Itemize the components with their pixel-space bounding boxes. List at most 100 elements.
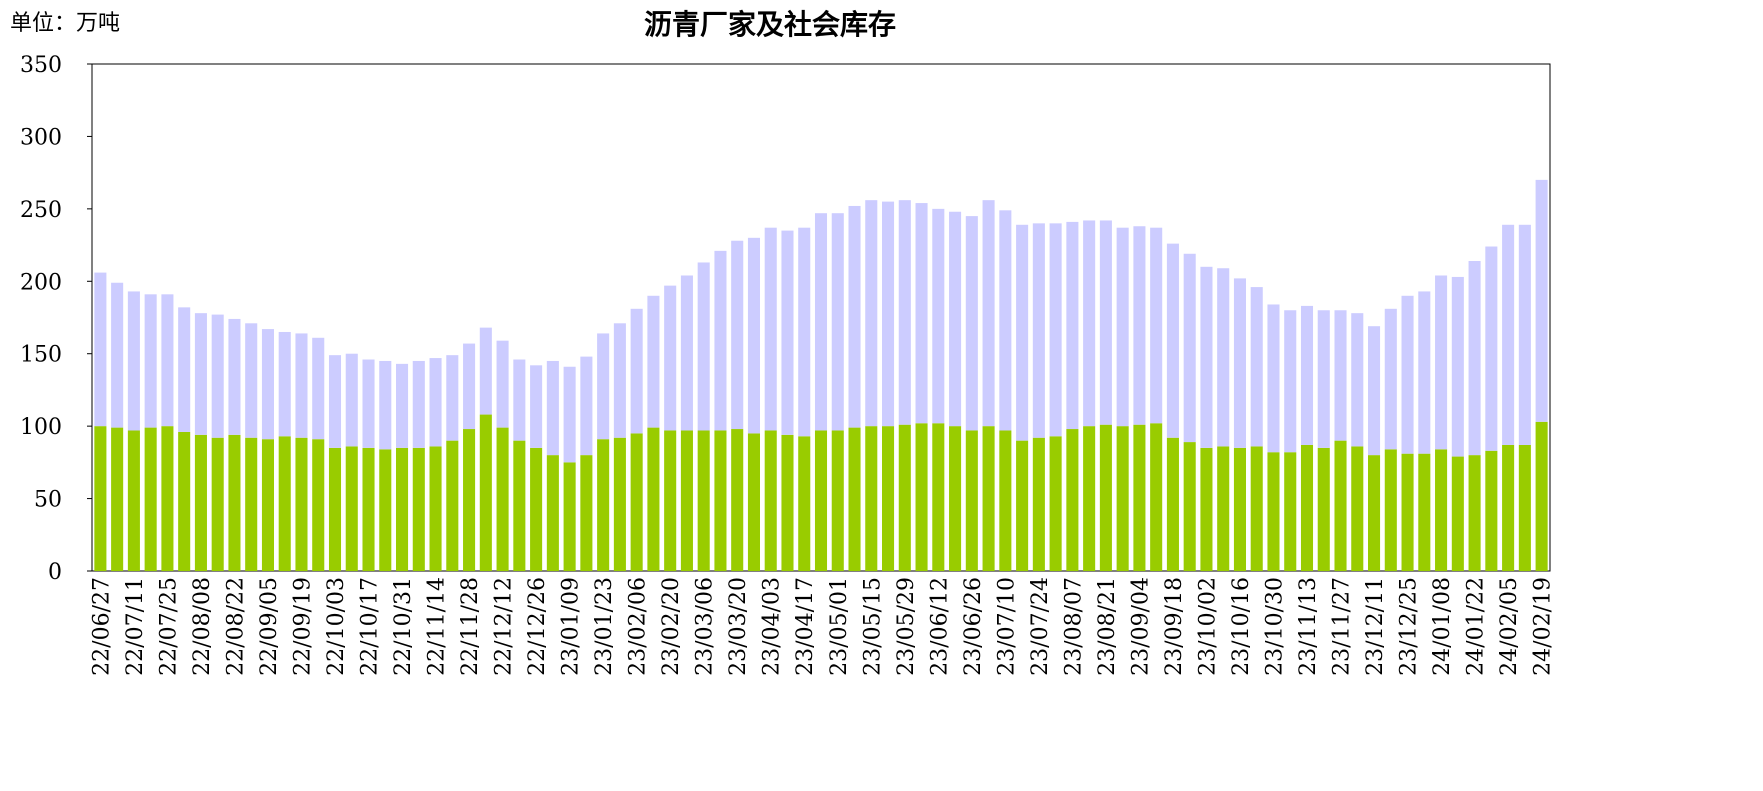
x-tick-label: 24/01/08 [1430,577,1455,676]
bar-segment [1083,426,1096,571]
x-tick-label: 22/06/27 [89,577,114,676]
bar-segment [1351,313,1364,447]
x-tick-label: 23/05/29 [894,577,919,676]
bar-segment [865,200,878,427]
x-tick-label: 22/09/19 [290,577,315,676]
x-tick-label: 23/02/20 [659,577,684,676]
bar-segment [1066,221,1079,430]
bar-segment [211,314,224,438]
x-tick-label: 23/09/18 [1162,577,1187,676]
bar-segment [714,250,727,431]
bar-segment [278,436,291,571]
bar-segment [1233,447,1246,571]
bar-segment [161,294,174,427]
bar-segment [496,340,509,428]
x-tick-label: 23/12/11 [1363,577,1388,676]
bar-segment [429,446,442,571]
bar-segment [261,329,274,440]
bar-segment [798,436,811,571]
bar-segment [1300,305,1314,445]
x-tick-label: 23/07/24 [1028,577,1053,676]
bar-segment [731,240,744,430]
bar-segment [680,275,693,431]
bar-segment [513,359,526,441]
bar-segment [664,285,677,431]
bar-segment [1217,268,1230,447]
bar-segment [1518,224,1531,445]
bar-segment [295,333,308,438]
bar-segment [949,426,962,571]
bar-segment [228,434,241,571]
bar-segment [1166,437,1179,571]
x-tick-label: 23/06/26 [961,577,986,676]
bar-segment [1250,446,1263,571]
y-tick-label: 200 [20,270,62,295]
bar-segment [1485,450,1498,571]
y-tick-label: 0 [48,560,62,585]
bar-segment [848,427,861,571]
bar-segment [362,447,375,571]
x-tick-label: 23/10/02 [1195,577,1220,676]
bar-segment [1435,275,1448,450]
x-tick-label: 23/07/10 [994,577,1019,676]
bar-segment [1150,423,1163,571]
bar-segment [1468,261,1481,456]
bar-segment [278,331,291,437]
y-tick-label: 250 [20,198,62,223]
bar-segment [328,447,342,571]
bar-segment [747,433,760,571]
bar-segment [1032,437,1045,571]
bar-segment [814,430,828,571]
bar-segment [563,366,576,463]
bar-segment [1217,446,1230,571]
x-tick-label: 24/01/22 [1464,577,1489,676]
bar-segment [446,440,459,571]
x-tick-label: 23/08/07 [1061,577,1086,676]
x-tick-label: 23/01/23 [592,577,617,676]
bar-segment [362,359,375,448]
bar-segment [94,426,107,571]
bar-segment [1284,310,1297,453]
bar-segment [580,455,593,571]
bar-segment [1133,226,1146,425]
bar-segment [463,343,476,430]
x-tick-label: 23/11/13 [1296,577,1321,676]
x-tick-label: 24/02/19 [1531,577,1556,676]
bar-segment [127,291,140,431]
bar-segment [1451,276,1464,457]
bar-segment [1233,278,1246,448]
bar-segment [1116,227,1129,427]
bar-segment [1250,287,1263,447]
x-tick-label: 22/07/11 [123,577,148,676]
bar-segment [798,227,811,437]
bar-segment [781,434,794,571]
bar-segment [747,237,760,434]
x-tick-label: 23/06/12 [927,577,952,676]
bar-segment [127,430,140,571]
bar-segment [245,323,258,438]
bar-segment [1418,453,1431,571]
bar-segment [396,363,409,448]
x-tick-label: 23/04/17 [793,577,818,676]
x-tick-label: 23/10/16 [1229,577,1254,676]
bar-segment [245,437,258,571]
bar-segment [630,433,643,571]
bar-segment [194,313,207,435]
x-tick-label: 23/05/01 [827,577,852,676]
bar-segment [1166,243,1179,438]
bar-segment [764,227,777,431]
x-tick-label: 23/09/04 [1128,577,1153,676]
bar-segment [1116,426,1129,571]
bar-segment [597,439,610,571]
y-tick-label: 350 [20,53,62,78]
bar-segment [597,333,610,440]
bar-segment [898,424,911,571]
bar-segment [1502,224,1515,445]
bar-segment [1368,326,1381,456]
y-tick-label: 50 [34,488,62,513]
bar-segment [697,430,710,571]
bar-segment [563,462,576,571]
bar-segment [312,337,325,440]
bar-segment [1502,444,1515,571]
